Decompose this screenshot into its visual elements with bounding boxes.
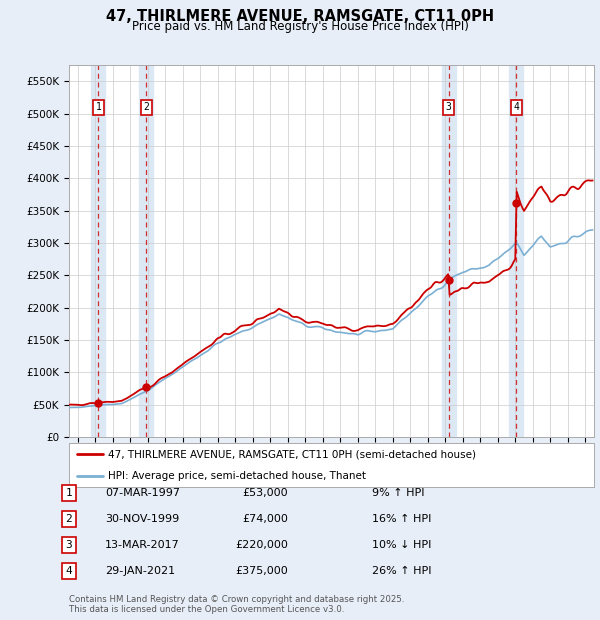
Bar — [442, 65, 455, 437]
Text: £74,000: £74,000 — [242, 514, 288, 524]
Text: 3: 3 — [65, 540, 73, 550]
Text: 13-MAR-2017: 13-MAR-2017 — [105, 540, 180, 550]
Text: Price paid vs. HM Land Registry's House Price Index (HPI): Price paid vs. HM Land Registry's House … — [131, 20, 469, 33]
Text: 07-MAR-1997: 07-MAR-1997 — [105, 488, 180, 498]
Text: 2: 2 — [143, 102, 149, 112]
Text: 10% ↓ HPI: 10% ↓ HPI — [372, 540, 431, 550]
Text: 30-NOV-1999: 30-NOV-1999 — [105, 514, 179, 524]
Text: 4: 4 — [514, 102, 520, 112]
Text: 16% ↑ HPI: 16% ↑ HPI — [372, 514, 431, 524]
Bar — [91, 65, 106, 437]
Text: 29-JAN-2021: 29-JAN-2021 — [105, 566, 175, 576]
Text: This data is licensed under the Open Government Licence v3.0.: This data is licensed under the Open Gov… — [69, 604, 344, 614]
Text: 3: 3 — [446, 102, 452, 112]
Bar — [139, 65, 154, 437]
Text: £375,000: £375,000 — [235, 566, 288, 576]
Bar — [509, 65, 523, 437]
Text: 47, THIRLMERE AVENUE, RAMSGATE, CT11 0PH: 47, THIRLMERE AVENUE, RAMSGATE, CT11 0PH — [106, 9, 494, 24]
Text: 4: 4 — [65, 566, 73, 576]
Text: Contains HM Land Registry data © Crown copyright and database right 2025.: Contains HM Land Registry data © Crown c… — [69, 595, 404, 604]
Text: 2: 2 — [65, 514, 73, 524]
Text: 9% ↑ HPI: 9% ↑ HPI — [372, 488, 425, 498]
Text: £220,000: £220,000 — [235, 540, 288, 550]
Text: HPI: Average price, semi-detached house, Thanet: HPI: Average price, semi-detached house,… — [109, 471, 367, 481]
Text: £53,000: £53,000 — [242, 488, 288, 498]
Text: 47, THIRLMERE AVENUE, RAMSGATE, CT11 0PH (semi-detached house): 47, THIRLMERE AVENUE, RAMSGATE, CT11 0PH… — [109, 449, 476, 459]
Text: 1: 1 — [65, 488, 73, 498]
Text: 1: 1 — [95, 102, 101, 112]
Text: 26% ↑ HPI: 26% ↑ HPI — [372, 566, 431, 576]
